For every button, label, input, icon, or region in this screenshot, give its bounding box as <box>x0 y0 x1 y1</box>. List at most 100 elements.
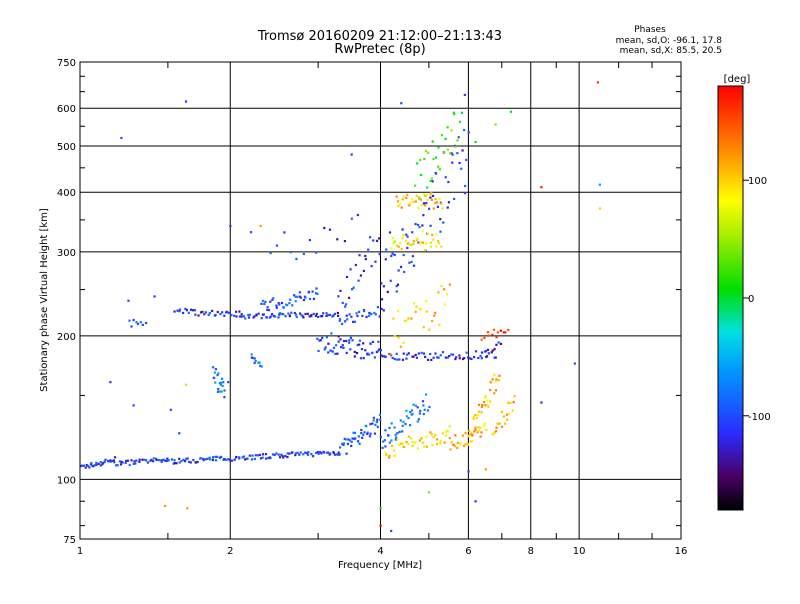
echo-point <box>420 203 424 207</box>
echo-point <box>269 315 272 318</box>
y-tick-label: 500 <box>57 142 76 153</box>
echo-point <box>342 442 346 445</box>
echo-point <box>92 465 95 468</box>
echo-point <box>254 359 257 363</box>
echo-point <box>500 410 503 414</box>
echo-point <box>307 451 310 454</box>
echo-point <box>125 459 128 462</box>
echo-point <box>573 362 576 365</box>
echo-point <box>216 455 219 458</box>
echo-point <box>494 389 498 392</box>
echo-point <box>301 315 304 318</box>
echo-point <box>437 356 440 359</box>
echo-point <box>407 435 410 438</box>
echo-point <box>444 430 448 433</box>
echo-point <box>362 342 365 345</box>
echo-point <box>402 352 405 355</box>
echo-point <box>369 432 372 435</box>
echo-point <box>89 463 93 466</box>
echo-point <box>469 433 472 436</box>
echo-point <box>440 134 444 137</box>
echo-point <box>167 459 170 462</box>
echo-point <box>238 457 241 460</box>
echo-point <box>493 356 496 359</box>
echo-point <box>211 309 214 313</box>
echo-point <box>507 401 510 404</box>
echo-point <box>228 459 232 462</box>
echo-point <box>376 418 379 421</box>
echo-point <box>399 202 402 205</box>
echo-point <box>449 152 452 155</box>
echo-point <box>380 282 383 285</box>
echo-point <box>446 126 449 129</box>
echo-point <box>82 464 86 467</box>
echo-point <box>317 452 320 455</box>
echo-point <box>337 451 340 454</box>
echo-point <box>425 445 428 448</box>
echo-point <box>203 313 206 316</box>
echo-point <box>341 322 344 325</box>
echo-point <box>384 258 387 261</box>
echo-point <box>388 441 391 444</box>
echo-point <box>439 218 442 221</box>
echo-point <box>223 389 226 392</box>
echo-point <box>242 455 245 458</box>
echo-point <box>400 247 403 250</box>
echo-point <box>130 325 133 328</box>
echo-point <box>412 200 415 204</box>
echo-point <box>375 420 379 424</box>
echo-point <box>379 349 382 352</box>
echo-point <box>384 451 387 454</box>
echo-point <box>414 404 417 407</box>
echo-point <box>350 315 353 318</box>
echo-point <box>143 458 146 461</box>
echo-point <box>206 457 209 460</box>
echo-point <box>458 354 461 357</box>
echo-point <box>440 202 443 205</box>
echo-point <box>598 183 601 186</box>
echo-point <box>367 248 370 251</box>
echo-point <box>484 395 487 398</box>
echo-point <box>395 284 398 288</box>
echo-point <box>466 442 469 446</box>
echo-point <box>417 418 420 421</box>
x-tick-label: 6 <box>465 546 471 557</box>
echo-point <box>471 440 474 443</box>
echo-point <box>439 230 442 233</box>
echo-point <box>260 365 263 368</box>
echo-point <box>349 268 352 271</box>
echo-point <box>393 357 396 361</box>
echo-point <box>393 335 396 338</box>
echo-point <box>388 456 391 459</box>
echo-point <box>266 306 269 309</box>
echo-point <box>247 313 250 317</box>
echo-point <box>410 409 414 412</box>
echo-point <box>220 381 223 384</box>
echo-point <box>103 460 106 464</box>
y-tick-label: 100 <box>57 475 76 486</box>
echo-point <box>373 356 376 359</box>
echo-point <box>238 456 241 459</box>
echo-point <box>474 428 477 432</box>
echo-point <box>428 405 431 409</box>
echo-point <box>379 507 382 510</box>
echo-point <box>467 356 470 359</box>
echo-point <box>382 285 385 288</box>
echo-point <box>202 457 205 461</box>
echo-point <box>417 352 420 355</box>
echo-point <box>471 433 474 436</box>
echo-point <box>437 146 440 149</box>
echo-point <box>269 300 272 303</box>
echo-point <box>173 310 176 313</box>
echo-point <box>223 458 226 461</box>
echo-point <box>304 312 307 316</box>
echo-point <box>199 456 202 460</box>
echo-point <box>388 454 391 457</box>
echo-point <box>306 312 309 315</box>
echo-point <box>178 461 181 464</box>
echo-point <box>192 458 195 462</box>
echo-point <box>460 111 463 114</box>
echo-point <box>395 352 398 355</box>
echo-point <box>435 233 438 236</box>
echo-point <box>437 239 440 243</box>
